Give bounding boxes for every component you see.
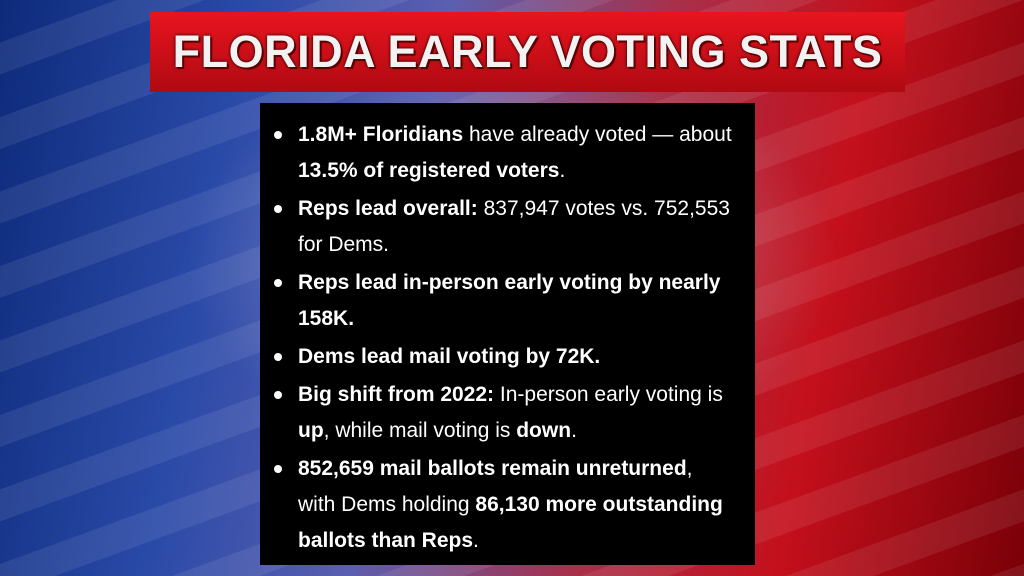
- text: , with Dems holding: [298, 457, 693, 516]
- bold-text: 86,130 more outstanding ballots than Rep…: [298, 493, 723, 552]
- bold-text: 13.5% of registered voters: [298, 159, 560, 182]
- bold-text: 852,659 mail ballots remain unreturned: [298, 457, 687, 480]
- text: 837,947 votes vs. 752,553 for Dems.: [298, 197, 730, 256]
- stats-box: 1.8M+ Floridians have already voted — ab…: [260, 103, 755, 565]
- title-bar: FLORIDA EARLY VOTING STATS: [150, 12, 905, 92]
- text: .: [559, 159, 566, 182]
- bullet: Dems lead mail voting by 72K.: [272, 339, 735, 375]
- title: FLORIDA EARLY VOTING STATS: [172, 26, 883, 77]
- text: , while mail voting is: [323, 419, 517, 442]
- bold-text: down: [516, 419, 572, 442]
- bold-text: 1.8M+ Floridians: [298, 123, 464, 146]
- bullet-list: 1.8M+ Floridians have already voted — ab…: [272, 117, 735, 559]
- bullet: Reps lead in-person early voting by near…: [272, 265, 735, 337]
- text: .: [473, 529, 479, 552]
- bold-text: Reps lead in-person early voting by near…: [298, 271, 721, 330]
- bullet: 1.8M+ Floridians have already voted — ab…: [272, 117, 735, 189]
- bold-text: Big shift from 2022:: [298, 383, 495, 406]
- bullet: Big shift from 2022: In-person early vot…: [272, 377, 735, 449]
- text: In-person early voting is: [494, 383, 723, 406]
- bold-text: Reps lead overall:: [298, 197, 478, 220]
- bullet: Reps lead overall: 837,947 votes vs. 752…: [272, 191, 735, 263]
- bullet: 852,659 mail ballots remain unreturned, …: [272, 451, 735, 559]
- text: have already voted — about: [463, 123, 732, 146]
- bold-text: Dems lead mail voting by 72K.: [298, 345, 601, 368]
- text: .: [571, 419, 577, 442]
- bold-text: up: [298, 419, 324, 442]
